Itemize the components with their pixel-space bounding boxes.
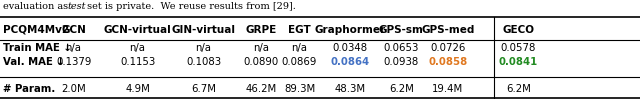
Text: 6.2M: 6.2M: [389, 84, 413, 94]
Text: 19.4M: 19.4M: [433, 84, 463, 94]
Text: 0.0890: 0.0890: [243, 57, 279, 67]
Text: 2.0M: 2.0M: [61, 84, 86, 94]
Text: 4.9M: 4.9M: [125, 84, 150, 94]
Text: 6.2M: 6.2M: [506, 84, 531, 94]
Text: Train MAE ↓: Train MAE ↓: [3, 42, 72, 53]
Text: GCN: GCN: [61, 25, 86, 35]
Text: evaluation as: evaluation as: [3, 2, 72, 11]
Text: GCN-virtual: GCN-virtual: [104, 25, 172, 35]
Text: n/a: n/a: [292, 42, 308, 53]
Text: PCQM4Mv2: PCQM4Mv2: [3, 25, 69, 35]
Text: 0.0938: 0.0938: [383, 57, 419, 67]
Text: Val. MAE ↓: Val. MAE ↓: [3, 57, 65, 67]
Text: 6.7M: 6.7M: [191, 84, 216, 94]
Text: 0.0653: 0.0653: [383, 42, 419, 53]
Text: 48.3M: 48.3M: [335, 84, 365, 94]
Text: n/a: n/a: [129, 42, 146, 53]
Text: 0.0348: 0.0348: [333, 42, 367, 53]
Text: 46.2M: 46.2M: [246, 84, 276, 94]
Text: n/a: n/a: [196, 42, 211, 53]
Text: 0.1083: 0.1083: [186, 57, 221, 67]
Text: n/a: n/a: [66, 42, 82, 53]
Text: set is private.  We reuse results from [29].: set is private. We reuse results from [2…: [84, 2, 296, 11]
Text: GPS-sm: GPS-sm: [379, 25, 424, 35]
Text: GRPE: GRPE: [246, 25, 276, 35]
Text: GIN-virtual: GIN-virtual: [172, 25, 236, 35]
Text: 0.0858: 0.0858: [428, 57, 468, 67]
Text: 0.0726: 0.0726: [430, 42, 466, 53]
Text: test: test: [67, 2, 86, 11]
Text: 0.1379: 0.1379: [56, 57, 92, 67]
Text: 0.0869: 0.0869: [282, 57, 317, 67]
Text: EGT: EGT: [288, 25, 311, 35]
Text: 89.3M: 89.3M: [284, 84, 315, 94]
Text: n/a: n/a: [253, 42, 269, 53]
Text: 0.0578: 0.0578: [500, 42, 536, 53]
Text: # Param.: # Param.: [3, 84, 56, 94]
Text: Graphormer: Graphormer: [314, 25, 386, 35]
Text: 0.0864: 0.0864: [330, 57, 370, 67]
Text: GECO: GECO: [502, 25, 534, 35]
Text: 0.0841: 0.0841: [499, 57, 538, 67]
Text: GPS-med: GPS-med: [421, 25, 475, 35]
Text: 0.1153: 0.1153: [120, 57, 156, 67]
